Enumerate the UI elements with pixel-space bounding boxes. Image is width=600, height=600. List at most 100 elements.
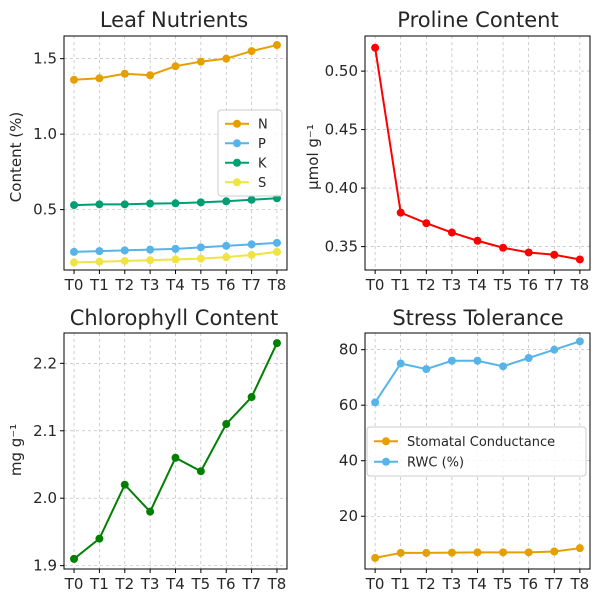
data-point: [524, 353, 533, 362]
data-point: [575, 255, 584, 264]
data-point: [473, 548, 482, 557]
legend-label: S: [258, 176, 266, 191]
x-tick-label: T0: [64, 276, 84, 294]
series-p: [70, 238, 281, 256]
y-tick-label: 1.9: [33, 557, 57, 575]
data-point: [146, 199, 155, 208]
data-point: [146, 507, 155, 516]
panel-title: Leaf Nutrients: [100, 8, 248, 32]
panel-proline-content: Proline Content µmol g⁻¹: [304, 8, 559, 190]
data-point: [120, 200, 129, 209]
data-point: [70, 258, 79, 267]
y-tick-label: 80: [339, 341, 358, 359]
data-point: [550, 250, 559, 259]
data-point: [499, 243, 508, 252]
data-point: [272, 41, 281, 50]
plot-chlorophyll-content: T0 T1 T2 T3 T4 T5 T6 T7 T8 1.9 2.0 2.1 2.2: [33, 332, 288, 593]
panel-stress-tolerance: Stress Tolerance: [392, 306, 563, 330]
data-point: [422, 548, 431, 557]
data-point: [95, 534, 104, 543]
y-axis-label: Content (%): [7, 112, 25, 202]
series-proline: [371, 43, 584, 264]
data-point: [422, 219, 431, 228]
y-tick-label: 40: [339, 452, 358, 470]
data-point: [120, 480, 129, 489]
x-tick-label: T1: [390, 575, 410, 593]
data-point: [146, 71, 155, 80]
y-tick-label: 0.35: [325, 238, 358, 256]
x-tick-label: T8: [267, 575, 287, 593]
x-tick-label: T7: [241, 575, 261, 593]
data-point: [447, 228, 456, 237]
data-point: [70, 201, 79, 210]
x-tick-label: T2: [114, 276, 134, 294]
data-point: [171, 62, 180, 71]
series-s: [70, 247, 281, 267]
y-tick-label: 2.1: [33, 422, 57, 440]
data-point: [524, 548, 533, 557]
x-tick-label: T4: [467, 276, 487, 294]
data-point: [473, 236, 482, 245]
legend-swatch-marker: [233, 139, 241, 148]
x-tick-label: T6: [518, 575, 538, 593]
x-tick-label: T5: [493, 575, 513, 593]
data-point: [95, 74, 104, 83]
data-point: [120, 69, 129, 78]
legend-swatch-marker: [233, 178, 241, 187]
x-tick-label: T4: [165, 575, 185, 593]
data-point: [196, 243, 205, 252]
x-tick-label: T0: [365, 276, 385, 294]
data-point: [171, 453, 180, 462]
data-point: [575, 337, 584, 346]
data-point: [247, 240, 256, 249]
data-point: [247, 195, 256, 204]
data-point: [499, 548, 508, 557]
x-tick-label: T1: [390, 276, 410, 294]
data-point: [272, 238, 281, 247]
legend-label: Stomatal Conductance: [407, 435, 555, 450]
x-tick-label: T0: [64, 575, 84, 593]
y-tick-label: 0.45: [325, 121, 358, 139]
data-point: [550, 345, 559, 354]
y-tick-label: 60: [339, 396, 358, 414]
data-point: [524, 248, 533, 257]
data-point: [171, 255, 180, 264]
x-tick-label: T3: [442, 276, 462, 294]
y-tick-label: 0.5: [33, 201, 57, 219]
y-tick-label: 2.2: [33, 354, 57, 372]
x-tick-label: T7: [241, 276, 261, 294]
legend-swatch-marker: [233, 158, 241, 167]
x-tick-label: T5: [191, 276, 211, 294]
legend-label: K: [258, 156, 267, 171]
x-tick-label: T7: [544, 276, 564, 294]
x-tick-label: T6: [518, 276, 538, 294]
x-tick-label: T1: [89, 575, 109, 593]
data-point: [196, 198, 205, 207]
data-point: [272, 339, 281, 348]
panel-leaf-nutrients: Leaf Nutrients Content (%): [7, 8, 248, 202]
data-point: [396, 208, 405, 217]
data-point: [120, 256, 129, 265]
data-point: [95, 247, 104, 256]
y-tick-label: 1.5: [33, 50, 57, 68]
data-point: [95, 257, 104, 266]
x-tick-label: T5: [493, 276, 513, 294]
data-point: [272, 247, 281, 256]
panel-title: Stress Tolerance: [392, 306, 563, 330]
x-tick-label: T3: [140, 276, 160, 294]
data-point: [146, 245, 155, 254]
data-point: [146, 256, 155, 265]
panel-chlorophyll-content: Chlorophyll Content mg g⁻¹: [7, 306, 278, 476]
data-point: [222, 253, 231, 262]
data-point: [171, 199, 180, 208]
series-n: [70, 41, 281, 84]
data-point: [575, 544, 584, 553]
x-tick-label: T4: [165, 276, 185, 294]
series-stomatal-conductance: [371, 544, 584, 562]
y-tick-label: 2.0: [33, 489, 57, 507]
data-point: [247, 393, 256, 402]
data-point: [196, 57, 205, 66]
